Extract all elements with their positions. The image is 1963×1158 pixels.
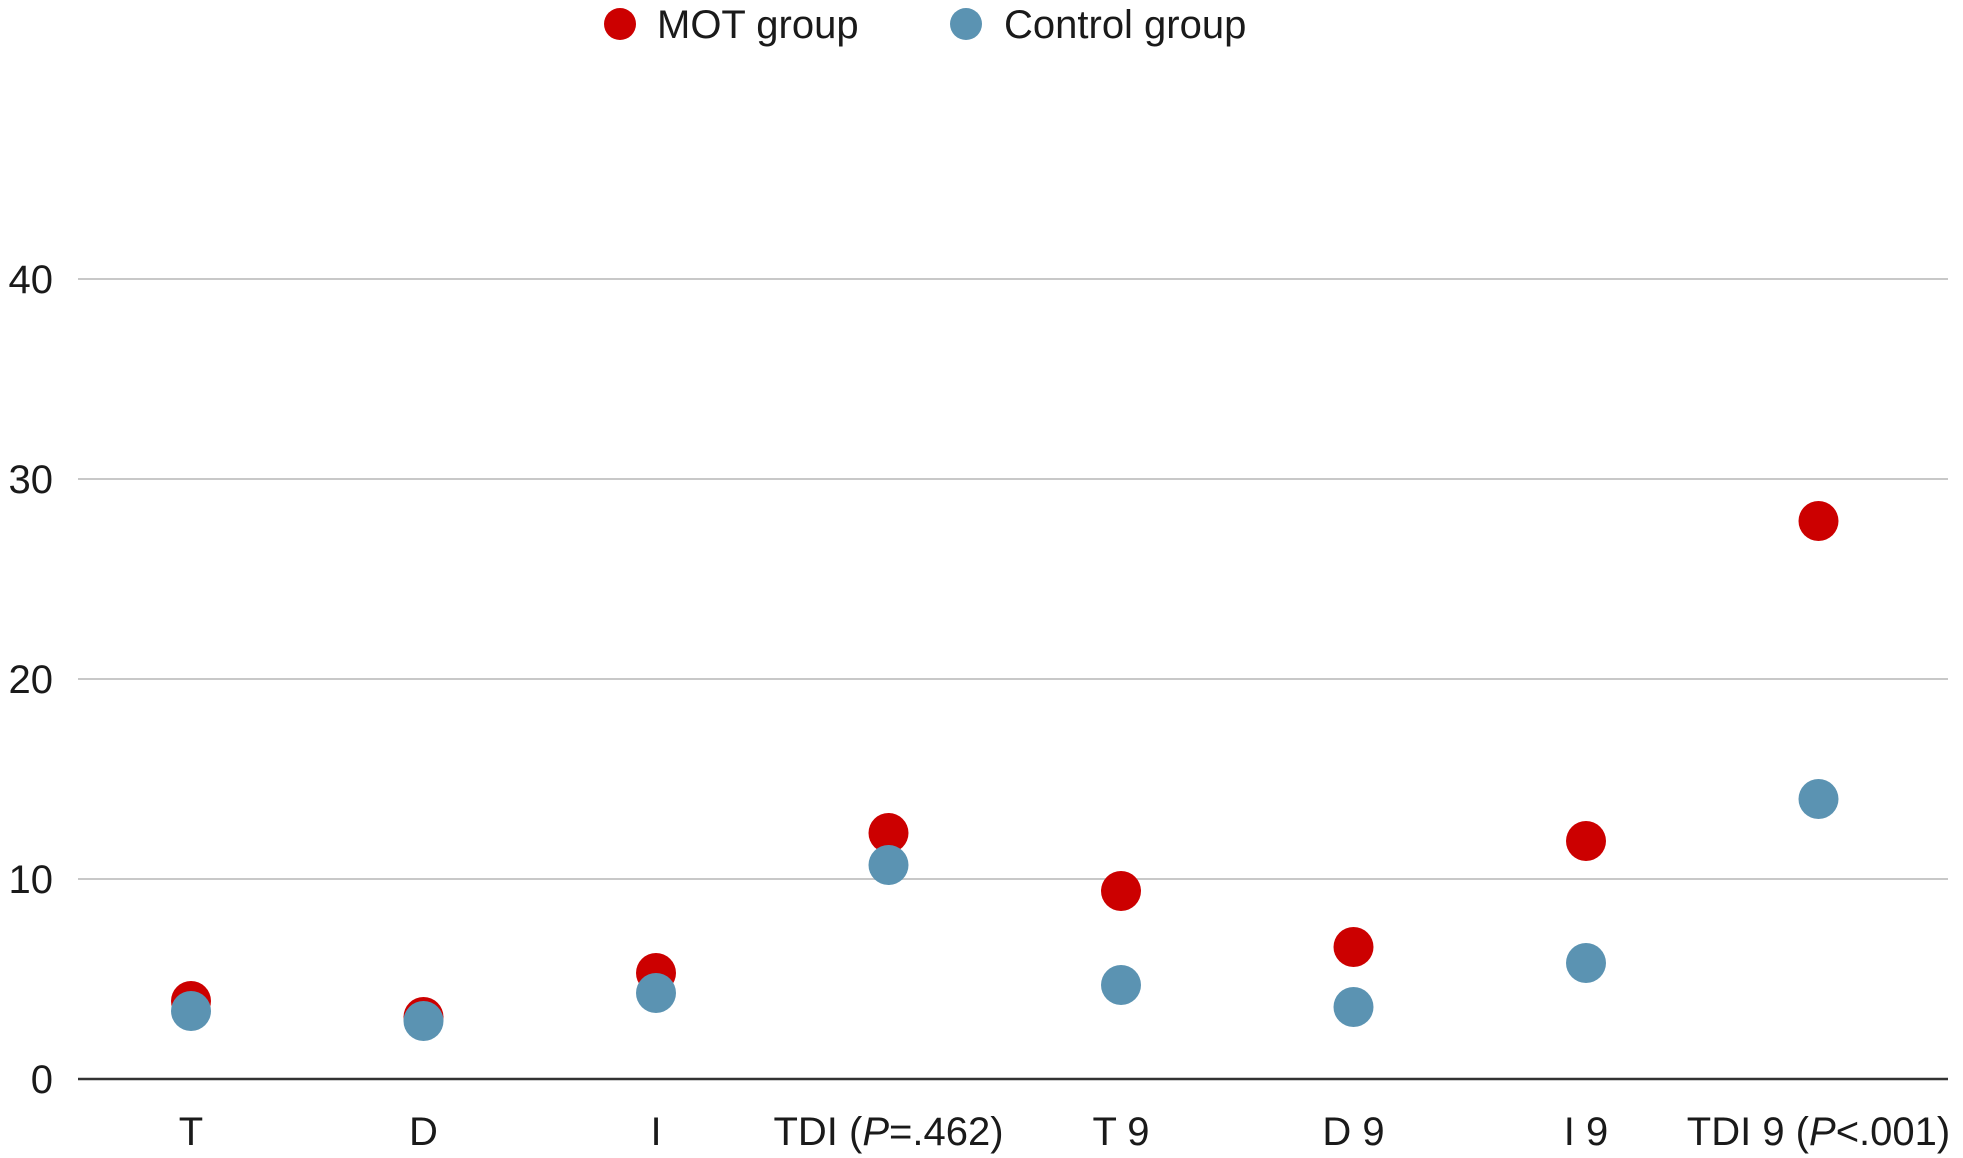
control-group-legend-marker bbox=[950, 8, 982, 40]
control-group-point bbox=[868, 845, 909, 885]
y-tick-label: 30 bbox=[9, 458, 54, 502]
control-group-point bbox=[1566, 943, 1606, 983]
x-tick-label: T 9 bbox=[1092, 1110, 1149, 1154]
mot-group-point bbox=[1798, 501, 1839, 541]
x-tick-label: TDI 9 (P<.001) bbox=[1687, 1110, 1950, 1154]
x-tick-label-part: I bbox=[650, 1110, 661, 1154]
control-group-point bbox=[636, 973, 676, 1013]
x-tick-label-part: D 9 bbox=[1322, 1110, 1384, 1154]
x-tick-label: T bbox=[179, 1110, 203, 1154]
x-tick-label-part: I 9 bbox=[1564, 1110, 1608, 1154]
y-axis-tick-labels: 0 10 20 30 40 bbox=[9, 258, 54, 1102]
x-tick-label-part: <.001) bbox=[1836, 1110, 1951, 1154]
mot-group-legend-label: MOT group bbox=[657, 3, 859, 47]
y-tick-label: 10 bbox=[9, 858, 54, 902]
y-tick-label: 40 bbox=[9, 258, 54, 302]
x-tick-label: D 9 bbox=[1322, 1110, 1384, 1154]
data-points bbox=[171, 501, 1839, 1041]
x-tick-label: I 9 bbox=[1564, 1110, 1608, 1154]
control-group-point bbox=[1101, 965, 1141, 1005]
mot-group-point bbox=[1101, 871, 1141, 911]
x-tick-label-italic-part: P bbox=[862, 1110, 889, 1154]
mot-group-point bbox=[868, 813, 909, 853]
control-group-point bbox=[403, 1001, 444, 1041]
mot-group-point bbox=[1333, 927, 1374, 967]
control-group-point bbox=[1798, 779, 1839, 819]
x-tick-label: D bbox=[409, 1110, 438, 1154]
x-tick-label-part: T 9 bbox=[1092, 1110, 1149, 1154]
y-tick-label: 0 bbox=[31, 1058, 53, 1102]
y-tick-label: 20 bbox=[9, 658, 54, 702]
control-group-point bbox=[1333, 987, 1374, 1027]
x-tick-label: I bbox=[650, 1110, 661, 1154]
mot-group-legend-marker bbox=[604, 8, 636, 40]
x-tick-label: TDI (P=.462) bbox=[773, 1110, 1003, 1154]
mot-group-point bbox=[1566, 821, 1606, 861]
gridlines bbox=[78, 278, 1948, 1081]
control-group-point bbox=[171, 991, 211, 1031]
x-tick-label-part: D bbox=[409, 1110, 438, 1154]
x-tick-label-part: TDI ( bbox=[773, 1110, 863, 1154]
x-tick-label-part: TDI 9 ( bbox=[1687, 1110, 1810, 1154]
x-tick-label-part: =.462) bbox=[889, 1110, 1004, 1154]
x-tick-label-italic-part: P bbox=[1809, 1110, 1836, 1154]
control-group-legend-label: Control group bbox=[1004, 3, 1246, 47]
x-tick-label-part: T bbox=[179, 1110, 203, 1154]
legend: MOT group Control group bbox=[604, 3, 1246, 47]
